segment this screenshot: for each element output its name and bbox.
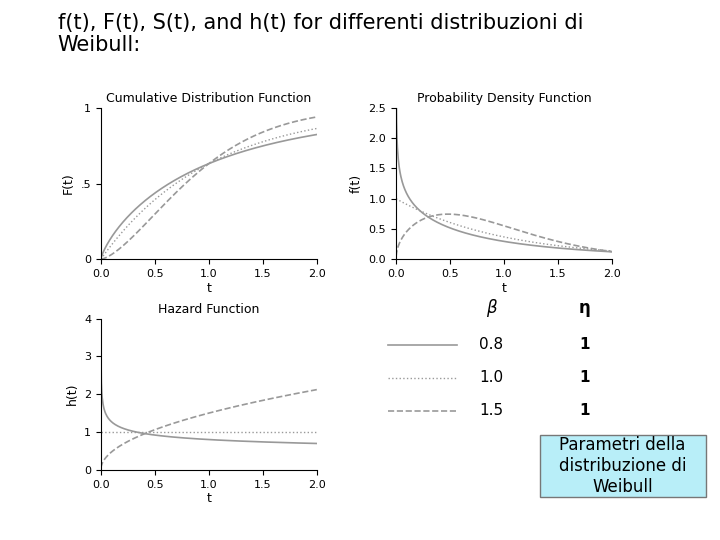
Title: Probability Density Function: Probability Density Function bbox=[417, 92, 591, 105]
X-axis label: t: t bbox=[207, 282, 211, 295]
Text: Weibull:: Weibull: bbox=[58, 35, 141, 55]
Text: η: η bbox=[579, 299, 590, 317]
Text: 1: 1 bbox=[580, 338, 590, 353]
Title: Cumulative Distribution Function: Cumulative Distribution Function bbox=[106, 92, 312, 105]
Text: β: β bbox=[486, 299, 497, 317]
X-axis label: t: t bbox=[502, 282, 506, 295]
Text: 1: 1 bbox=[580, 370, 590, 385]
Text: 1: 1 bbox=[580, 403, 590, 418]
Y-axis label: f(t): f(t) bbox=[350, 174, 363, 193]
FancyBboxPatch shape bbox=[540, 435, 706, 497]
Y-axis label: h(t): h(t) bbox=[66, 383, 78, 406]
Text: 0.8: 0.8 bbox=[480, 338, 503, 353]
Text: 1.0: 1.0 bbox=[480, 370, 503, 385]
Text: Parametri della
distribuzione di
Weibull: Parametri della distribuzione di Weibull bbox=[559, 436, 686, 496]
Y-axis label: F(t): F(t) bbox=[62, 173, 75, 194]
X-axis label: t: t bbox=[207, 492, 211, 505]
Text: 1.5: 1.5 bbox=[480, 403, 503, 418]
Text: f(t), F(t), S(t), and h(t) for differenti distribuzioni di: f(t), F(t), S(t), and h(t) for different… bbox=[58, 14, 583, 33]
Title: Hazard Function: Hazard Function bbox=[158, 303, 259, 316]
